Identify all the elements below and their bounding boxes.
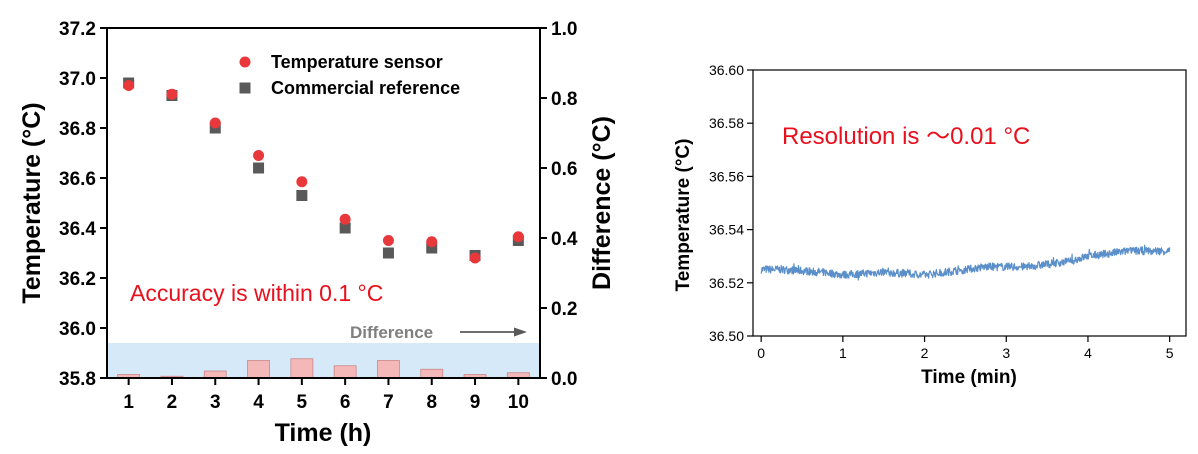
- y-tick-label: 36.0: [59, 319, 96, 340]
- scatter-points: [123, 77, 524, 264]
- x-tick-label: 4: [1084, 345, 1092, 361]
- difference-bar: [420, 368, 444, 379]
- y2-tick-label: 0.0: [551, 369, 577, 390]
- x-tick-label: 2: [921, 345, 929, 361]
- temperature-trace: [760, 244, 1171, 281]
- y-tick-label: 36.60: [709, 62, 744, 78]
- y-tick-label: 36.52: [709, 275, 744, 291]
- sensor-point: [469, 252, 481, 264]
- left-chart: 35.836.036.236.436.636.837.037.2 0.00.20…: [18, 19, 616, 447]
- difference-annotation: Difference: [350, 323, 527, 342]
- accuracy-annotation: Accuracy is within 0.1 °C: [130, 280, 383, 306]
- legend: Temperature sensor Commercial reference: [239, 52, 460, 98]
- right-x-ticks: 0 1 2 3 4 5: [757, 336, 1174, 361]
- difference-bar: [203, 370, 227, 379]
- legend-marker-reference: [239, 82, 251, 94]
- x-tick-label: 7: [383, 392, 394, 413]
- x-tick-label: 5: [297, 392, 308, 413]
- left-y2-ticks: 0.0 0.2 0.4 0.6 0.8 1.0: [540, 19, 578, 390]
- x-tick-label: 0: [757, 345, 765, 361]
- left-x-ticks: 1 2 3 4 5 6 7 8 9 10: [123, 378, 529, 413]
- legend-label-reference: Commercial reference: [271, 78, 460, 98]
- y-tick-label: 36.4: [59, 219, 96, 240]
- x-tick-label: 6: [340, 392, 351, 413]
- legend-marker-sensor: [239, 56, 251, 68]
- difference-label: Difference: [350, 323, 433, 342]
- x-tick-label: 3: [210, 392, 221, 413]
- y-tick-label: 36.6: [59, 169, 96, 190]
- accuracy-band: [107, 343, 540, 378]
- y-tick-label: 36.8: [59, 119, 96, 140]
- y2-tick-label: 0.4: [551, 229, 578, 250]
- right-chart: 36.50 36.52 36.54 36.56 36.58 36.60 0 1 2 3 4 5 Te…: [673, 62, 1187, 388]
- x-tick-label: 9: [470, 392, 481, 413]
- x-tick-label: 2: [167, 392, 178, 413]
- sensor-point: [339, 213, 351, 225]
- legend-label-sensor: Temperature sensor: [271, 52, 443, 72]
- y-tick-label: 36.2: [59, 269, 96, 290]
- x-tick-label: 10: [508, 392, 529, 413]
- x-tick-label: 4: [253, 392, 264, 413]
- difference-bar: [377, 360, 400, 379]
- sensor-point: [209, 117, 221, 129]
- left-y-axis-label: Temperature (°C): [18, 102, 46, 303]
- difference-bar: [290, 358, 314, 379]
- y-tick-label: 36.58: [709, 115, 744, 131]
- resolution-annotation: Resolution is ～0.01 °C: [782, 123, 1030, 150]
- left-y-ticks: 35.8 36.0 36.2 36.4 36.6 36.8 37.0 37.2: [59, 19, 107, 390]
- y-tick-label: 35.8: [59, 369, 96, 390]
- difference-bar: [247, 360, 270, 379]
- reference-point: [382, 247, 394, 259]
- left-x-axis-label: Time (h): [275, 419, 372, 447]
- reference-point: [296, 190, 308, 201]
- sensor-point: [382, 235, 394, 246]
- left-y2-axis-label: Difference (°C): [588, 116, 616, 290]
- reference-point: [253, 162, 265, 174]
- y2-tick-label: 0.2: [551, 299, 577, 320]
- x-tick-label: 1: [839, 345, 847, 361]
- y-tick-label: 37.2: [59, 19, 96, 40]
- sensor-point: [123, 80, 135, 91]
- difference-arrow-head: [514, 327, 527, 337]
- y2-tick-label: 0.6: [551, 159, 577, 180]
- right-x-axis-label: Time (min): [921, 367, 1017, 388]
- left-plot-frame: [106, 27, 541, 379]
- x-tick-label: 8: [426, 392, 437, 413]
- sensor-point: [426, 236, 438, 248]
- y-tick-label: 37.0: [59, 69, 96, 90]
- sensor-point: [512, 231, 524, 243]
- right-y-axis-label: Temperature (°C): [673, 139, 694, 292]
- reference-point: [339, 222, 351, 234]
- sensor-point: [296, 176, 308, 188]
- difference-bar: [333, 365, 357, 379]
- sensor-point: [166, 88, 178, 100]
- y2-tick-label: 0.8: [551, 89, 577, 110]
- y-tick-label: 36.50: [709, 328, 744, 344]
- x-tick-label: 3: [1002, 345, 1010, 361]
- x-tick-label: 5: [1166, 345, 1174, 361]
- y-tick-label: 36.54: [709, 222, 744, 238]
- reference-point: [426, 242, 438, 254]
- x-tick-label: 1: [123, 392, 134, 413]
- right-plot-frame: [752, 69, 1187, 337]
- sensor-point: [253, 150, 265, 161]
- y2-tick-label: 1.0: [551, 19, 577, 40]
- right-y-ticks: 36.50 36.52 36.54 36.56 36.58 36.60: [709, 62, 753, 344]
- y-tick-label: 36.56: [709, 168, 744, 184]
